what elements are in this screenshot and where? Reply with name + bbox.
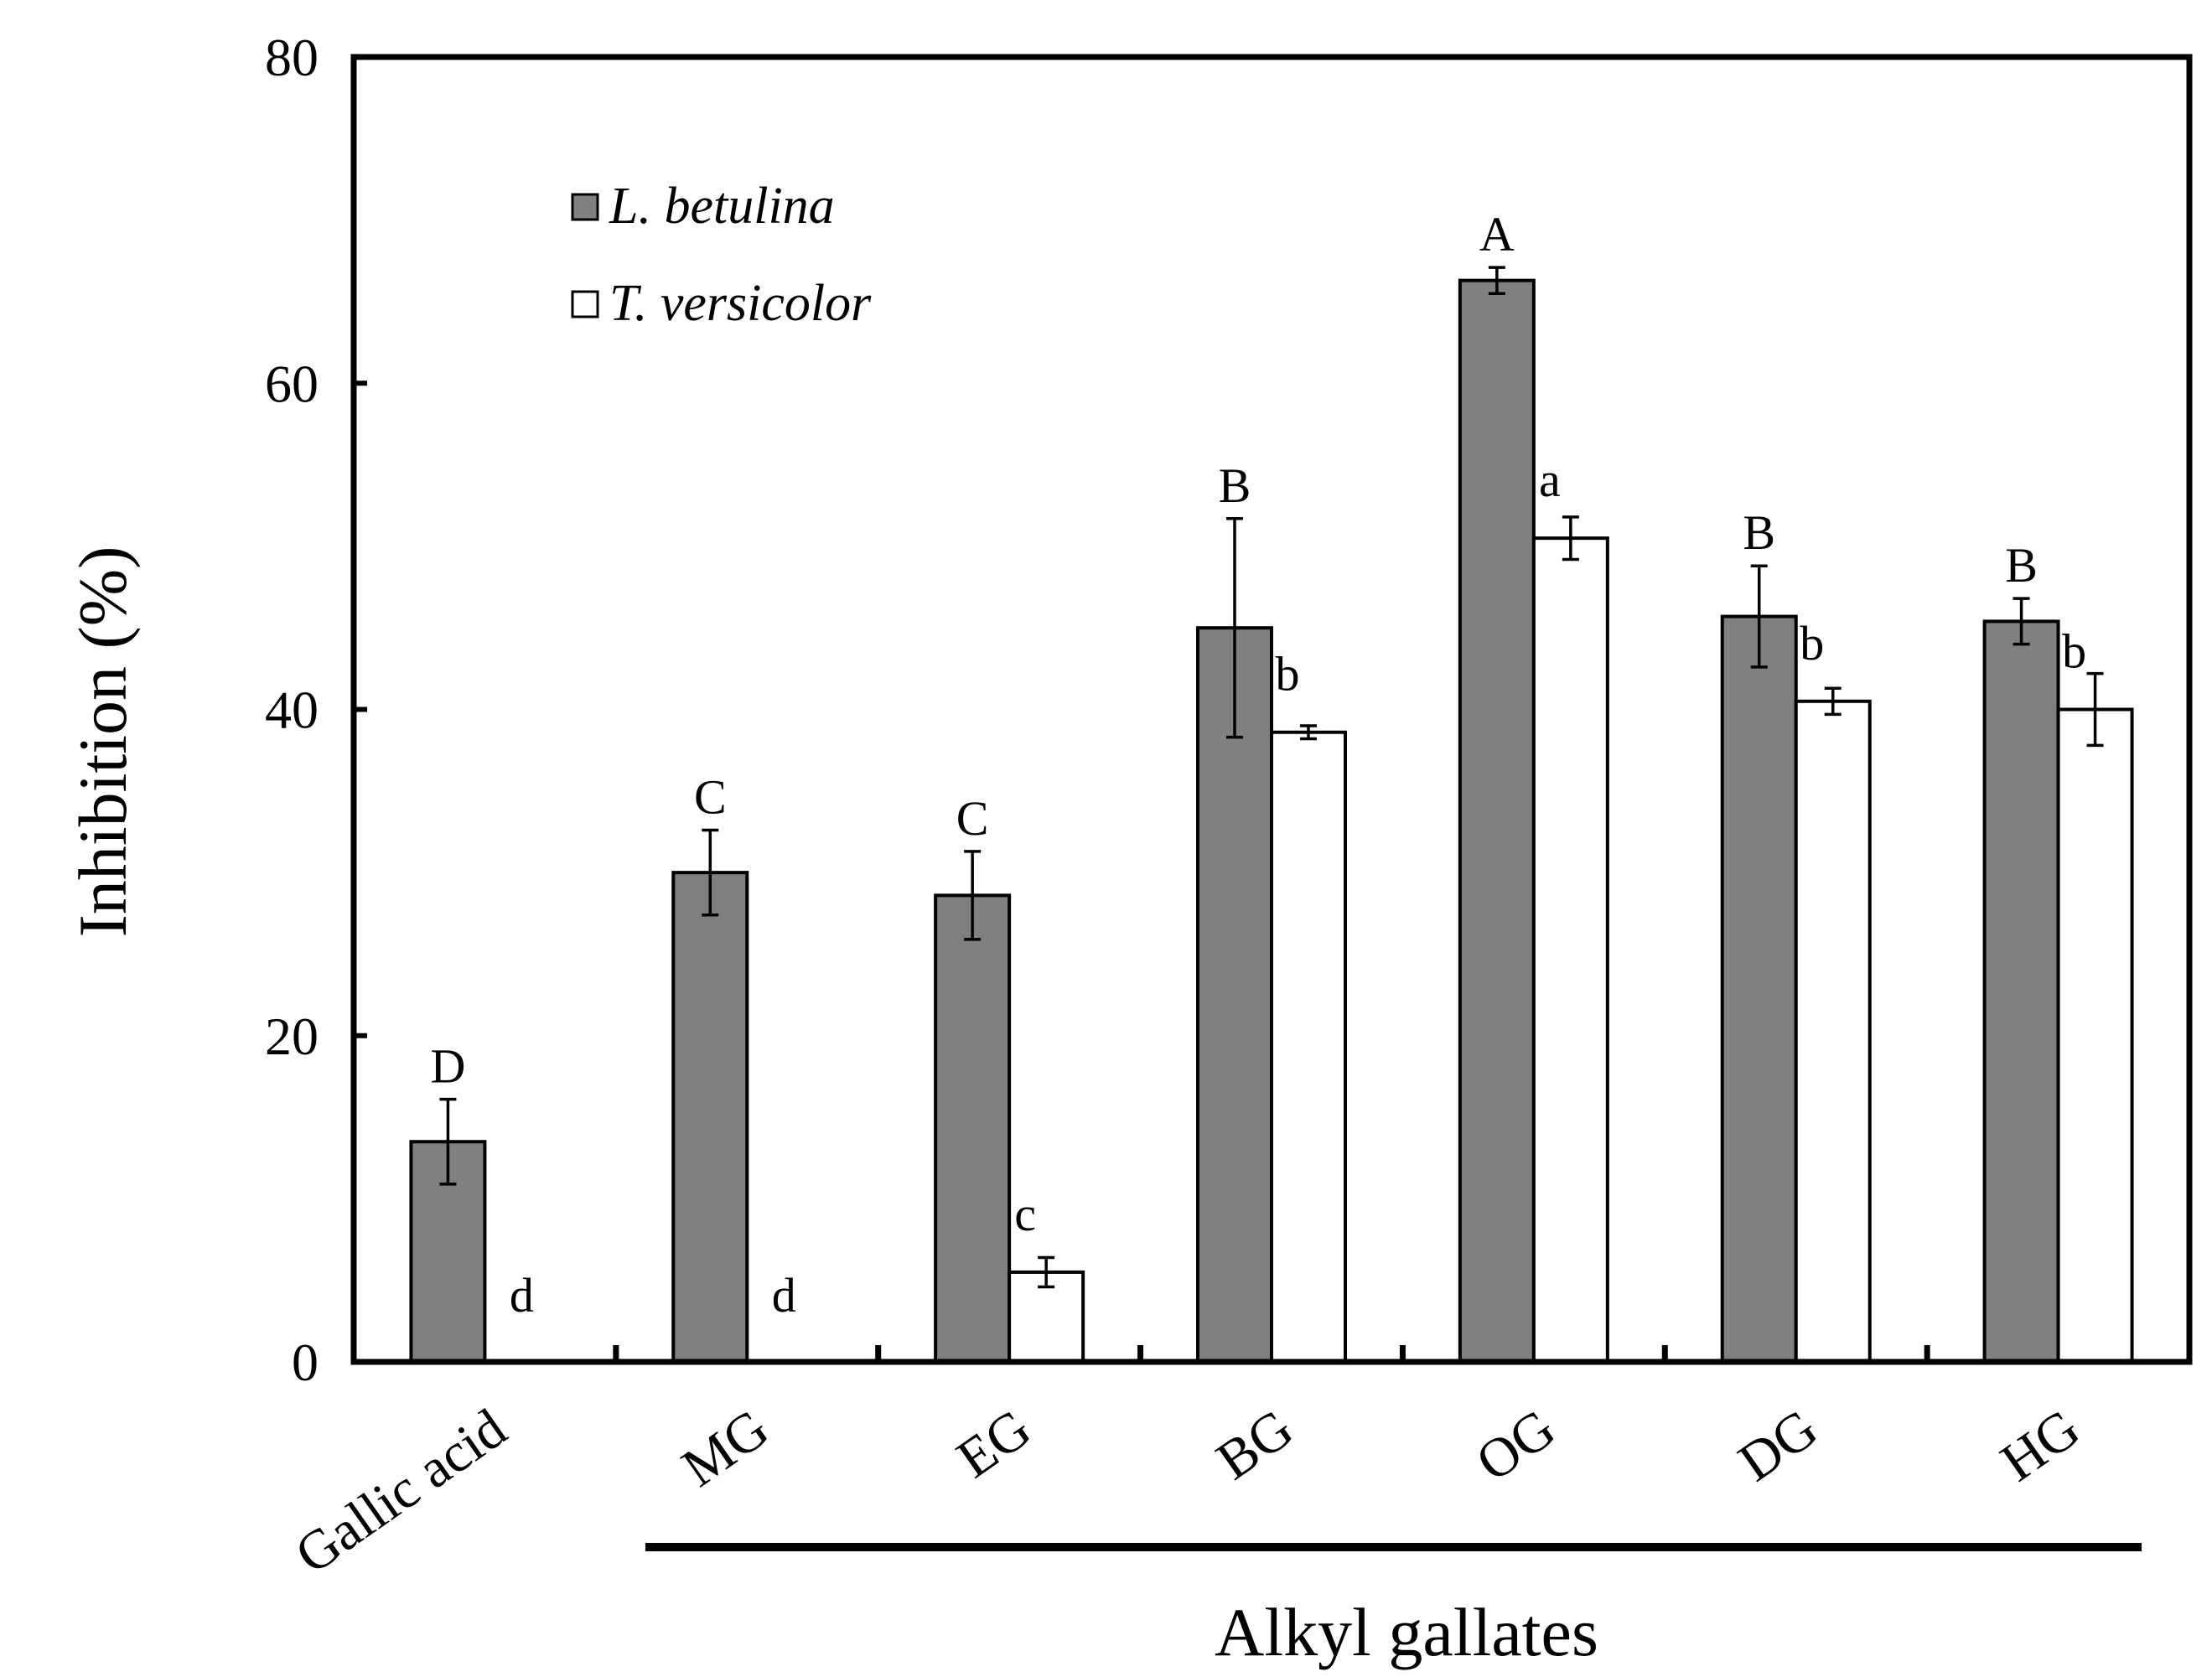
- significance-letter: D: [430, 1039, 465, 1094]
- significance-letter: C: [956, 791, 989, 846]
- y-tick-label: 20: [265, 1007, 319, 1066]
- significance-letter: d: [510, 1268, 534, 1322]
- bars-layer: [409, 278, 2134, 1364]
- bar: [671, 871, 749, 1364]
- bar: [1794, 699, 1872, 1364]
- x-category-label: DG: [1728, 1397, 1828, 1493]
- error-bars-layer: [439, 266, 2104, 1289]
- legend-swatch: [571, 193, 599, 221]
- bar: [1270, 730, 1347, 1364]
- x-category-label: BG: [1206, 1397, 1304, 1491]
- x-category-label: MG: [671, 1397, 780, 1498]
- x-category-label: OG: [1466, 1397, 1567, 1493]
- x-category-label: EG: [946, 1397, 1042, 1489]
- significance-letter: c: [1014, 1187, 1036, 1241]
- legend-label: L. betulina: [609, 178, 835, 235]
- significance-letter: B: [1743, 505, 1775, 560]
- y-tick-label: 80: [265, 28, 319, 87]
- significance-letter: b: [1276, 647, 1300, 701]
- x-category-label: Gallic acid: [285, 1397, 518, 1586]
- y-tick-label: 0: [292, 1333, 319, 1392]
- significance-letter: C: [694, 770, 727, 825]
- bar: [1982, 619, 2060, 1364]
- x-axis-group-label: Alkyl gallates: [1215, 1594, 1598, 1670]
- legend-swatch: [571, 290, 599, 318]
- significance-letter: a: [1539, 453, 1561, 507]
- bar: [1458, 278, 1536, 1364]
- significance-letter: B: [2005, 538, 2038, 593]
- significance-letter: b: [1800, 616, 1824, 670]
- y-tick-label: 40: [265, 681, 319, 740]
- y-axis-label: Inhibition (%): [65, 546, 141, 938]
- bar: [1531, 536, 1609, 1364]
- significance-letter: d: [772, 1268, 796, 1322]
- bar: [2056, 707, 2134, 1364]
- y-tick-label: 60: [265, 354, 319, 413]
- x-category-label: HG: [1990, 1397, 2090, 1493]
- significance-letter: A: [1479, 207, 1515, 261]
- significance-letter: B: [1219, 458, 1251, 513]
- bar: [934, 893, 1012, 1364]
- axes-layer: [350, 54, 2193, 1365]
- bar: [1720, 614, 1798, 1364]
- legend: L. betulina T. versicolor: [571, 178, 872, 332]
- significance-letter: b: [2062, 624, 2086, 679]
- legend-label: T. versicolor: [609, 275, 872, 332]
